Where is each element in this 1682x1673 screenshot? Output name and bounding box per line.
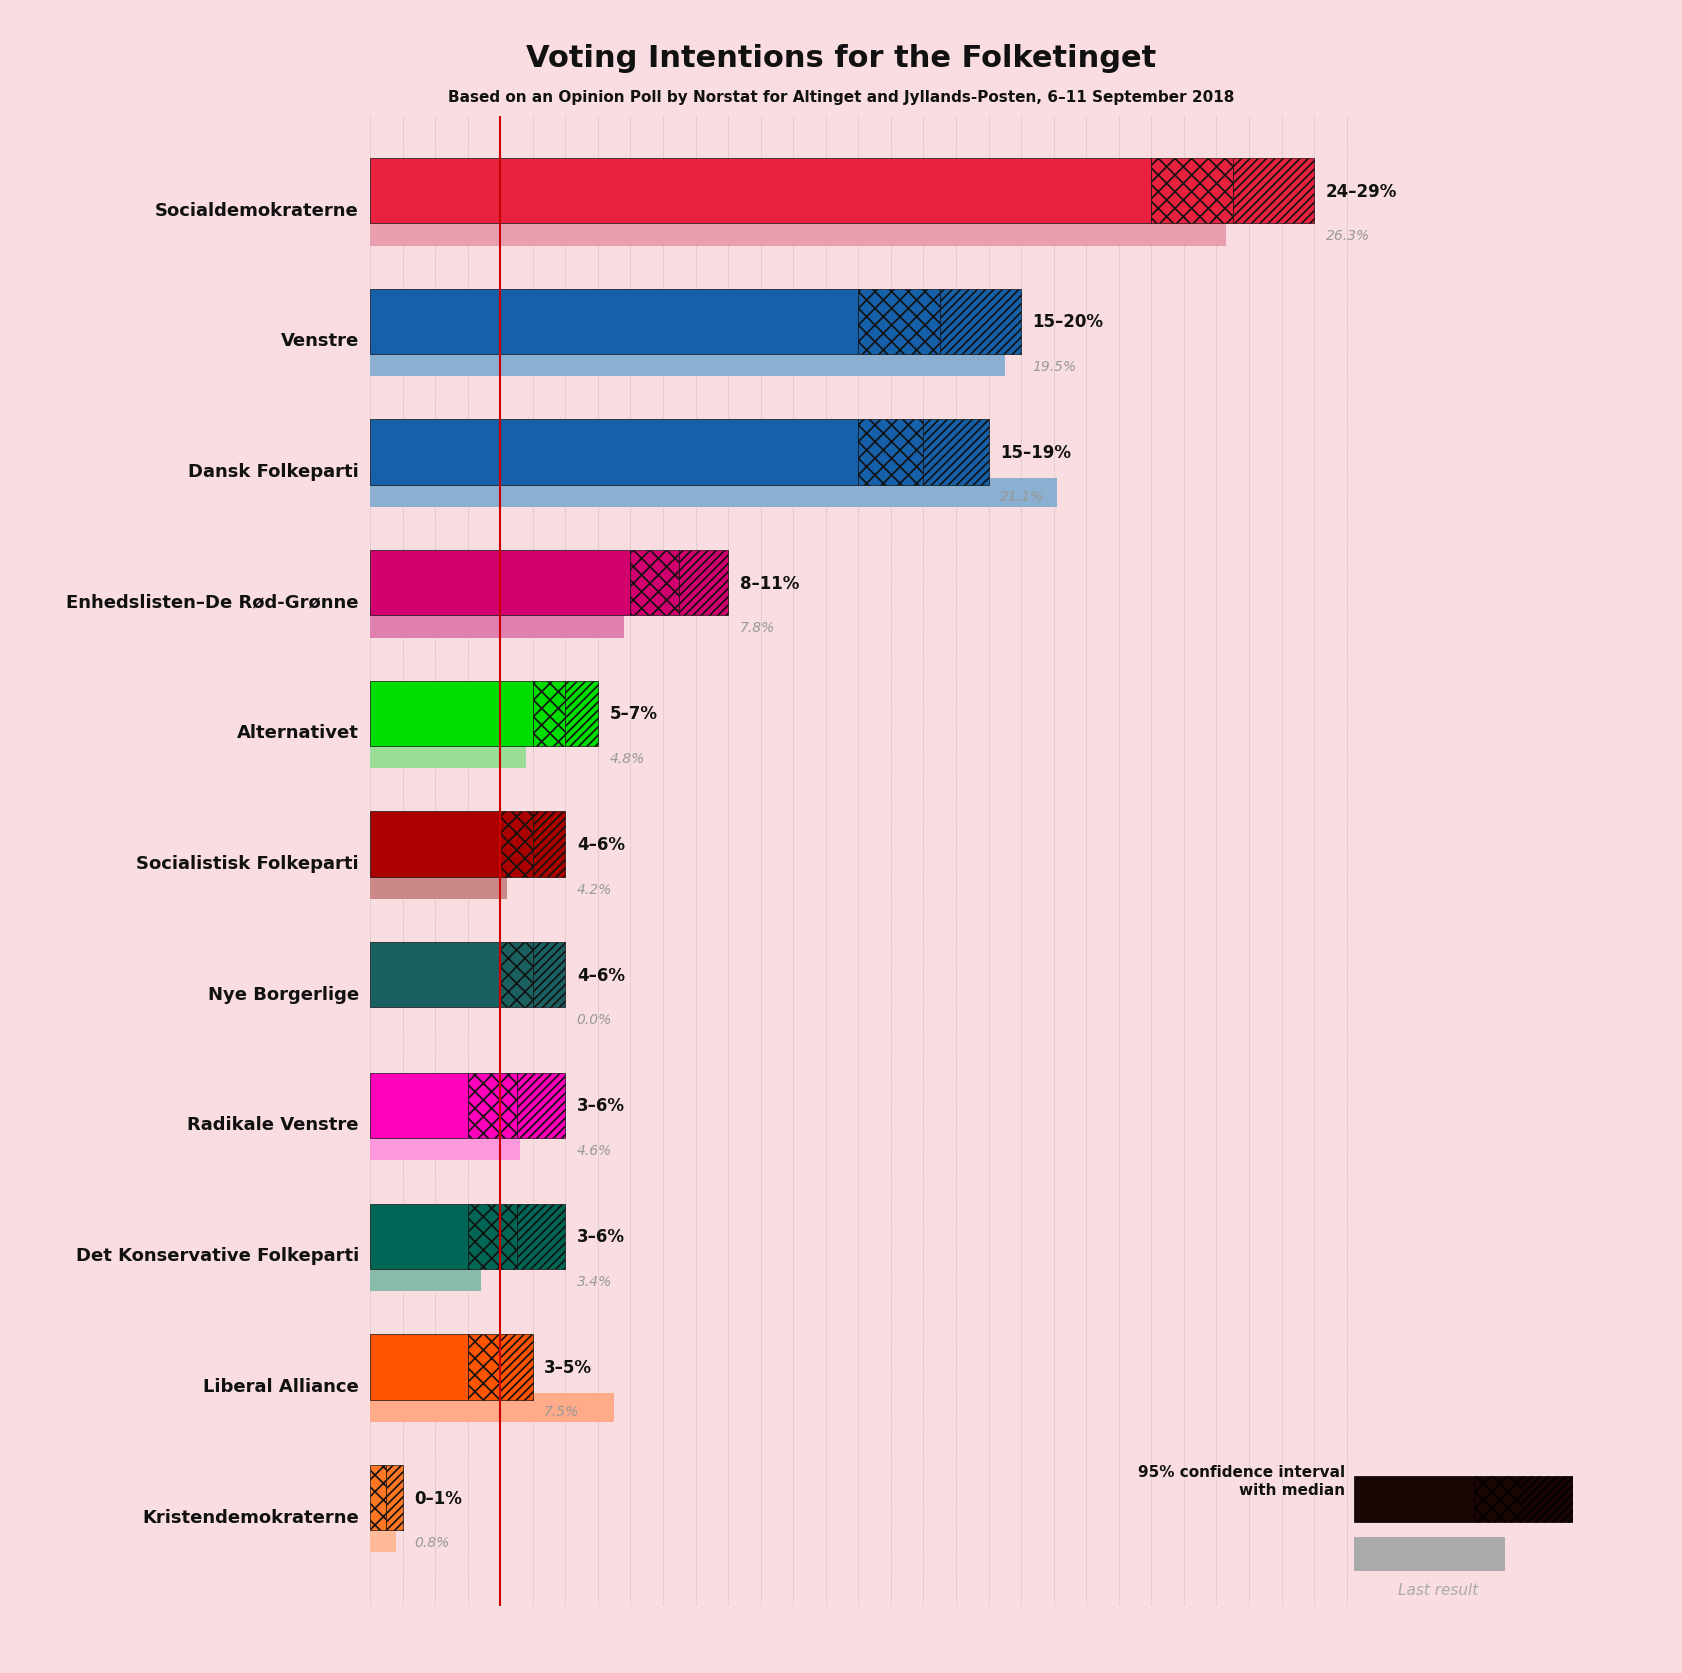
Text: 95% confidence interval
with median: 95% confidence interval with median — [1139, 1464, 1346, 1497]
Bar — [468, 1205, 516, 1270]
Bar — [468, 1335, 500, 1400]
Text: 7.8%: 7.8% — [740, 621, 775, 634]
Bar — [680, 550, 728, 616]
Bar — [533, 942, 565, 1007]
Text: 21.1%: 21.1% — [1001, 490, 1045, 504]
Bar — [370, 159, 1152, 224]
Bar — [468, 1072, 516, 1139]
Bar — [940, 289, 1021, 355]
Text: 19.5%: 19.5% — [1033, 360, 1076, 373]
Bar — [565, 681, 597, 746]
Bar — [370, 1524, 395, 1553]
Text: 24–29%: 24–29% — [1325, 182, 1396, 201]
Text: 3–6%: 3–6% — [577, 1097, 624, 1114]
Bar — [500, 942, 533, 1007]
Bar — [1354, 1476, 1473, 1522]
Bar — [370, 1205, 468, 1270]
Text: 7.5%: 7.5% — [545, 1404, 580, 1419]
Bar — [533, 811, 565, 877]
Text: 4–6%: 4–6% — [577, 967, 624, 984]
Bar — [500, 1335, 533, 1400]
Bar — [387, 1466, 402, 1531]
Text: 3.4%: 3.4% — [577, 1273, 612, 1288]
Bar — [370, 550, 631, 616]
Text: 0.8%: 0.8% — [414, 1536, 449, 1549]
Bar — [370, 1072, 468, 1139]
Text: 15–20%: 15–20% — [1033, 313, 1103, 331]
Text: 3–6%: 3–6% — [577, 1228, 624, 1245]
Text: 8–11%: 8–11% — [740, 574, 799, 592]
Bar — [858, 289, 940, 355]
Text: 26.3%: 26.3% — [1325, 229, 1369, 243]
Bar — [516, 1072, 565, 1139]
Bar — [370, 811, 500, 877]
Bar — [500, 811, 533, 877]
Text: 5–7%: 5–7% — [609, 704, 658, 723]
Text: Voting Intentions for the Folketinget: Voting Intentions for the Folketinget — [526, 43, 1156, 74]
Bar — [370, 1263, 481, 1292]
Bar — [1522, 1476, 1573, 1522]
Bar — [370, 942, 500, 1007]
Bar — [370, 420, 858, 485]
Bar — [370, 478, 1056, 507]
Text: 15–19%: 15–19% — [1001, 443, 1071, 462]
Text: 4.2%: 4.2% — [577, 882, 612, 897]
Bar — [516, 1205, 565, 1270]
Text: 4.6%: 4.6% — [577, 1143, 612, 1158]
Bar — [370, 217, 1226, 246]
Bar — [370, 681, 533, 746]
Bar — [1152, 159, 1233, 224]
Bar — [923, 420, 989, 485]
Bar — [370, 739, 526, 770]
Text: 0–1%: 0–1% — [414, 1489, 463, 1507]
Bar — [370, 609, 624, 637]
Text: Based on an Opinion Poll by Norstat for Altinget and Jyllands-Posten, 6–11 Septe: Based on an Opinion Poll by Norstat for … — [447, 90, 1235, 104]
Bar — [370, 348, 1004, 376]
Bar — [1233, 159, 1314, 224]
Text: Last result: Last result — [1398, 1583, 1478, 1596]
Text: 0.0%: 0.0% — [577, 1012, 612, 1027]
Text: 4.8%: 4.8% — [609, 751, 644, 766]
Bar — [370, 1133, 520, 1161]
Text: 3–5%: 3–5% — [545, 1358, 592, 1377]
Bar — [370, 1466, 387, 1531]
Bar — [858, 420, 923, 485]
Bar — [1473, 1476, 1522, 1522]
Bar — [631, 550, 680, 616]
Bar — [533, 681, 565, 746]
Bar — [370, 1394, 614, 1422]
Bar — [370, 289, 858, 355]
Bar — [370, 870, 506, 900]
Bar — [370, 1335, 468, 1400]
Text: 4–6%: 4–6% — [577, 835, 624, 853]
